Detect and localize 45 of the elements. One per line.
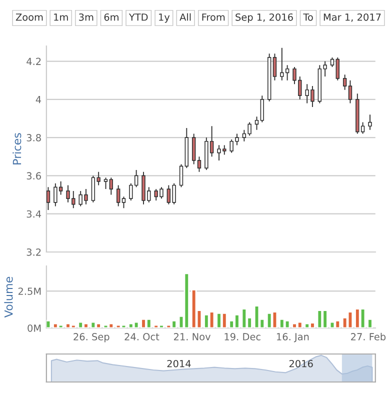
candlestick (122, 196, 126, 209)
y-axis-title: Prices (12, 133, 22, 164)
candlestick (46, 186, 50, 211)
candlestick (272, 53, 277, 81)
candlestick (368, 114, 372, 130)
candlestick (192, 133, 196, 165)
y-axis-title: Volume (4, 276, 13, 318)
candlestick (116, 184, 120, 207)
y-tick-label: 3.6 (26, 172, 41, 180)
text: From (202, 14, 225, 21)
text: 1y (159, 14, 170, 23)
candlestick (254, 116, 259, 130)
candlestick (336, 56, 340, 81)
x-tick-label: 24. Oct (124, 333, 160, 340)
text: 3m (79, 13, 94, 21)
candlestick (179, 164, 184, 188)
candlestick (330, 56, 334, 68)
text: Mar 1, 2017 (324, 13, 381, 22)
text: Zoom (16, 14, 43, 21)
candlestick (260, 95, 264, 123)
y-tick-label: 3.8 (26, 134, 41, 142)
y-tick-label: 3.2 (26, 248, 41, 256)
x-tick-label: 19. Dec (224, 333, 260, 340)
y-tick-label: 3.4 (26, 210, 42, 218)
y-tick-label: 0M (28, 324, 41, 332)
candlestick (109, 177, 114, 196)
text: 6m (104, 13, 118, 21)
y-tick-label: 2.5M (18, 288, 41, 295)
text: Sep 1, 2016 (236, 13, 293, 23)
x-tick-label: 16. Jan (277, 333, 309, 342)
x-tick-label: 2014 (167, 360, 191, 368)
candlestick (342, 74, 347, 90)
candlestick (197, 156, 202, 172)
candlestick (348, 80, 352, 104)
text: 1m (54, 14, 68, 21)
x-tick-label: 21. Nov (174, 333, 211, 340)
candlestick (104, 177, 108, 190)
y-tick-label: 4.2 (26, 58, 41, 65)
text: YTD (128, 14, 148, 21)
x-tick-label: 2016 (289, 360, 313, 368)
text: To (303, 14, 313, 21)
text: All (180, 13, 191, 21)
x-tick-label: 26. Sep (74, 333, 110, 342)
x-tick-label: 27. Feb (351, 332, 386, 340)
y-tick-label: 4 (36, 96, 42, 104)
